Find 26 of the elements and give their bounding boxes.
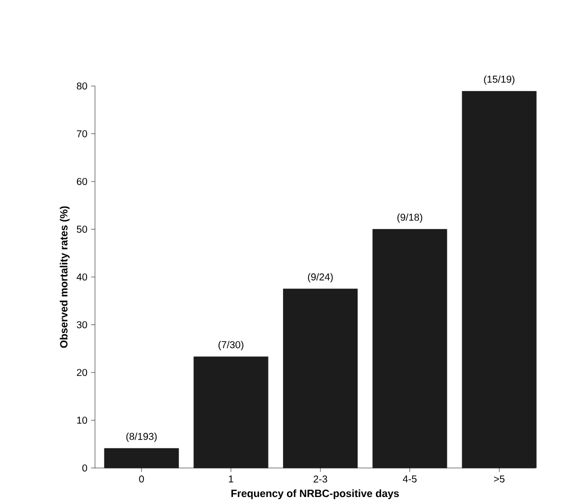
- y-tick-label: 20: [76, 368, 88, 376]
- x-tick-label: 2-3: [314, 476, 328, 483]
- x-axis-title: Frequency of NRBC-positive days: [231, 489, 399, 500]
- y-tick-label: 60: [76, 178, 88, 186]
- y-tick-label: 80: [76, 82, 88, 90]
- x-tick-label: 0: [139, 476, 144, 483]
- x-tick-label: >5: [494, 476, 504, 482]
- y-tick-label: 50: [76, 226, 88, 233]
- y-tick-label: 30: [76, 321, 88, 328]
- bar: [283, 288, 358, 468]
- y-tick-label: 70: [76, 130, 88, 138]
- y-tick-label: 10: [77, 416, 88, 424]
- data-label: (7/30): [218, 340, 244, 350]
- data-label: (9/24): [308, 273, 333, 282]
- y-tick-label: 0: [82, 464, 88, 472]
- data-label: (9/18): [397, 213, 422, 223]
- bar: [372, 229, 448, 468]
- data-label: (8/193): [126, 432, 157, 442]
- x-tick-label: 4-5: [402, 476, 417, 482]
- bar: [104, 448, 179, 468]
- bar: [194, 356, 268, 468]
- data-label: (15/19): [484, 75, 514, 85]
- y-axis-title: Observed mortality rates (%): [60, 206, 70, 348]
- bar: [462, 91, 537, 468]
- y-tick-label: 40: [76, 273, 88, 281]
- x-tick-label: 1: [228, 476, 234, 482]
